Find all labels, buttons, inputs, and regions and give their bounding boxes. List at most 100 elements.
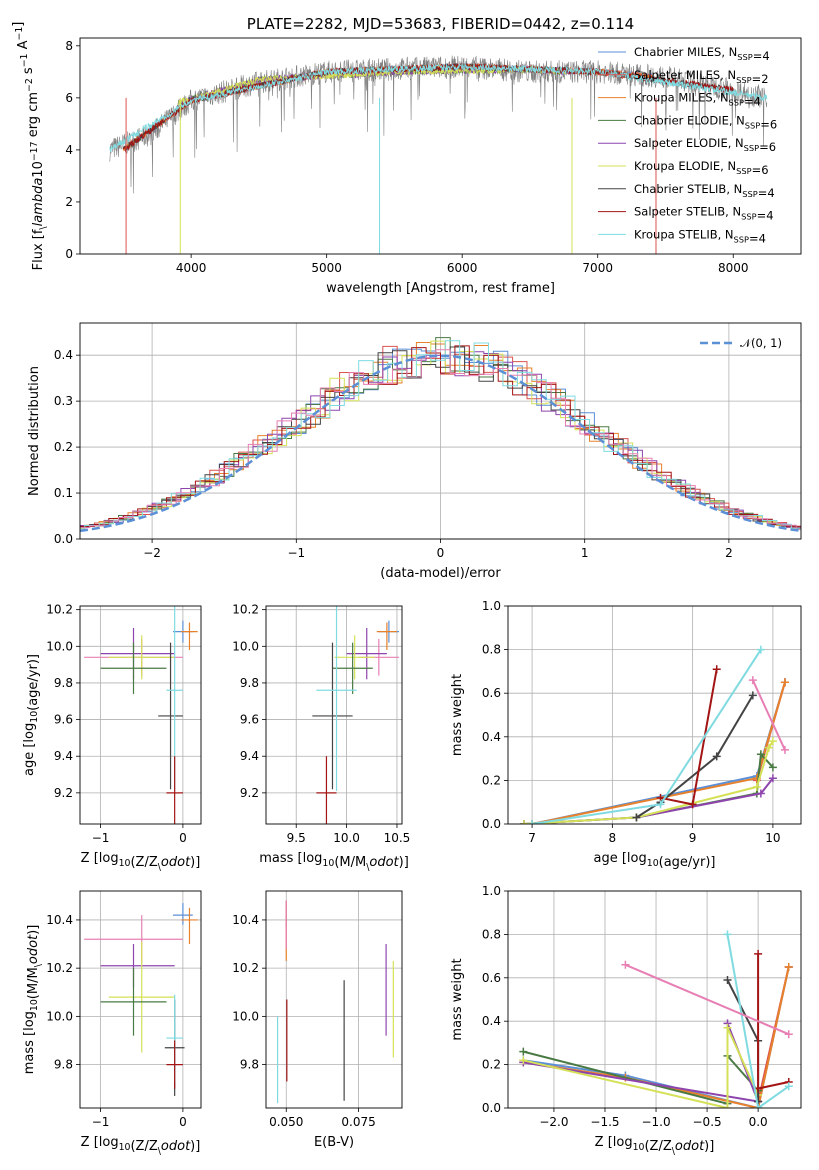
y-axis-label: age [log10(age/yr)] bbox=[22, 654, 41, 776]
panel-6: 0.050 0.075 9.8 10.0 10.2 10.4 E(B-V) bbox=[232, 890, 403, 1150]
marker-4-3 bbox=[768, 774, 777, 783]
y-tick-label: 10.2 bbox=[46, 961, 73, 975]
y-tick-label: 0.1 bbox=[54, 486, 73, 500]
y-tick-label: 2 bbox=[65, 195, 73, 209]
y-tick-label: 10.0 bbox=[232, 1009, 259, 1023]
x-tick-label: 10.5 bbox=[384, 831, 411, 845]
marker-9-0 bbox=[621, 960, 630, 969]
errorbar-layer bbox=[276, 900, 394, 1104]
y-tick-label: 0 bbox=[65, 247, 73, 261]
marker-9-1 bbox=[780, 745, 789, 754]
model-spectrum-8 bbox=[109, 62, 768, 153]
marker-8-1 bbox=[656, 800, 665, 809]
panel-4: 7 8 9 10 0.0 0.2 0.4 0.6 0.8 1.0 age [log10(age/yr… bbox=[450, 599, 802, 870]
legend-label: Chabrier ELODIE, NSSP=6 bbox=[634, 113, 777, 131]
marker-3-3 bbox=[756, 750, 765, 759]
marker-5-2 bbox=[723, 1023, 732, 1032]
series-line-4 bbox=[523, 1023, 760, 1103]
y-tick-label: 0.4 bbox=[54, 348, 73, 362]
hist-layer bbox=[80, 337, 801, 533]
errorbar-layer bbox=[84, 903, 198, 1096]
legend-label: Chabrier MILES, NSSP=4 bbox=[634, 45, 770, 63]
x-axis-label: Z [log10(Z/Z\odot)] bbox=[595, 1135, 715, 1157]
panel-1: −2 −1 0 1 2 0.0 0.1 0.2 0.3 0.4 (data-model)/error… bbox=[27, 322, 802, 581]
histogram-5 bbox=[80, 340, 801, 529]
marker-3-0 bbox=[519, 1047, 528, 1056]
axes-frame bbox=[79, 37, 802, 255]
x-axis-label: mass [log10(M/M\odot)] bbox=[259, 851, 409, 873]
x-tick-label: 0.050 bbox=[269, 1115, 303, 1129]
x-tick-label: 4000 bbox=[176, 261, 207, 275]
y-tick-label: 0.2 bbox=[482, 1058, 501, 1072]
y-tick-label: 9.4 bbox=[54, 749, 73, 763]
y-tick-label: 9.8 bbox=[240, 1058, 259, 1072]
y-tick-label: 9.2 bbox=[240, 786, 259, 800]
legend-label: Salpeter STELIB, NSSP=4 bbox=[634, 205, 774, 223]
marker-8-0 bbox=[723, 930, 732, 939]
x-tick-label: 7000 bbox=[582, 261, 613, 275]
series-line-5 bbox=[523, 1027, 760, 1108]
y-tick-label: 0.2 bbox=[482, 773, 501, 787]
marker-6-0 bbox=[723, 975, 732, 984]
series-line-9 bbox=[751, 679, 786, 751]
panel-2: −1 0 9.2 9.4 9.6 9.8 10.0 10.2 Z [log10(Z/Z\odot… bbox=[22, 603, 202, 873]
marker-2-3 bbox=[784, 962, 793, 971]
y-tick-label: 9.6 bbox=[54, 713, 73, 727]
marker-9-1 bbox=[784, 1030, 793, 1039]
marker-8-2 bbox=[784, 1082, 793, 1091]
y-tick-label: 0.0 bbox=[482, 817, 501, 831]
marker-8-0 bbox=[528, 820, 537, 824]
y-axis-label: Flux [f\lambda10−17 erg cm−2 s−1 A−1] bbox=[11, 22, 49, 271]
marker-4-2 bbox=[756, 789, 765, 798]
y-tick-label: 1.0 bbox=[482, 884, 501, 898]
y-tick-label: 9.4 bbox=[240, 749, 259, 763]
marker-6-0 bbox=[632, 813, 641, 822]
chart-title: PLATE=2282, MJD=53683, FIBERID=0442, z=0… bbox=[247, 15, 634, 33]
y-tick-label: 6 bbox=[65, 91, 73, 105]
x-tick-label: 10 bbox=[765, 831, 780, 845]
y-axis-label: Normed distribution bbox=[27, 366, 42, 496]
legend: Chabrier MILES, NSSP=4 Salpeter MILES, NS… bbox=[598, 45, 777, 245]
x-axis-label: (data-model)/error bbox=[380, 566, 501, 581]
x-tick-label: 0 bbox=[179, 1115, 187, 1129]
axes-frame bbox=[507, 605, 802, 825]
x-tick-label: 5000 bbox=[311, 261, 342, 275]
x-tick-label: 8000 bbox=[718, 261, 749, 275]
line-layer bbox=[520, 645, 789, 824]
axes-frame bbox=[79, 890, 202, 1109]
x-axis-label: wavelength [Angstrom, rest frame] bbox=[326, 281, 555, 296]
axes-frame bbox=[79, 322, 802, 540]
y-tick-label: 8 bbox=[65, 39, 73, 53]
x-axis-label: E(B-V) bbox=[314, 1135, 354, 1150]
errorbar-layer bbox=[312, 606, 399, 824]
series-line-6 bbox=[635, 694, 754, 819]
y-tick-label: 0.2 bbox=[54, 440, 73, 454]
x-tick-label: −1 bbox=[287, 546, 305, 560]
y-tick-label: 9.8 bbox=[54, 676, 73, 690]
legend-label: Kroupa STELIB, NSSP=4 bbox=[634, 227, 766, 245]
y-axis-label: mass weight bbox=[450, 674, 465, 756]
x-tick-label: 0.0 bbox=[749, 1115, 768, 1129]
marker-6-2 bbox=[712, 752, 721, 761]
x-tick-label: 2 bbox=[725, 546, 733, 560]
normal-curve bbox=[80, 354, 801, 533]
errorbar-layer bbox=[84, 606, 198, 824]
y-tick-label: 0.0 bbox=[482, 1101, 501, 1115]
x-tick-label: 9.5 bbox=[287, 831, 306, 845]
x-axis-label: age [log10(age/yr)] bbox=[594, 851, 716, 870]
marker-6-3 bbox=[748, 691, 757, 700]
y-tick-label: 0.6 bbox=[482, 686, 501, 700]
x-tick-label: 8 bbox=[609, 831, 617, 845]
x-tick-label: 0 bbox=[179, 831, 187, 845]
series-line-9 bbox=[625, 963, 790, 1036]
marker-9-0 bbox=[748, 676, 757, 685]
marker-5-1 bbox=[723, 1104, 732, 1108]
axes-frame bbox=[507, 890, 802, 1109]
legend-label: Kroupa ELODIE, NSSP=6 bbox=[634, 159, 769, 177]
x-tick-label: 9 bbox=[689, 831, 697, 845]
y-tick-label: 0.8 bbox=[482, 643, 501, 657]
y-tick-label: 0.0 bbox=[54, 532, 73, 546]
y-axis-label: mass weight bbox=[450, 958, 465, 1040]
x-tick-label: 0.075 bbox=[341, 1115, 375, 1129]
